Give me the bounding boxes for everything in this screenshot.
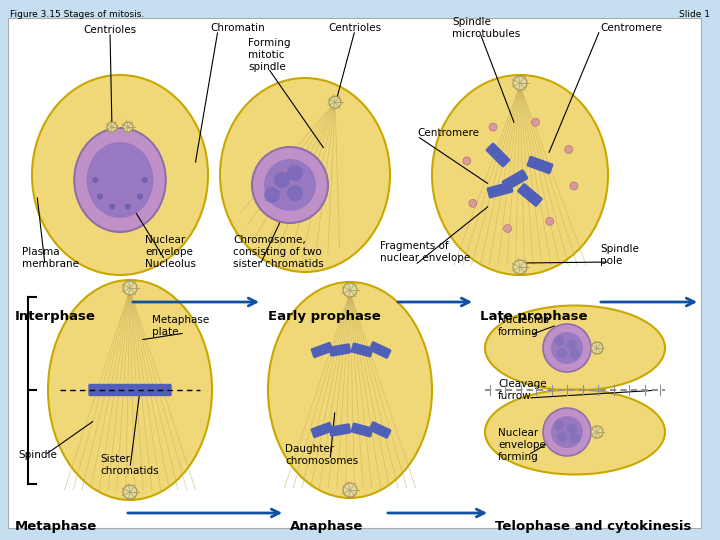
Circle shape bbox=[543, 408, 591, 456]
FancyBboxPatch shape bbox=[311, 342, 333, 357]
Circle shape bbox=[142, 177, 148, 183]
FancyBboxPatch shape bbox=[330, 344, 351, 356]
Circle shape bbox=[137, 193, 143, 199]
FancyBboxPatch shape bbox=[486, 143, 510, 167]
Circle shape bbox=[92, 177, 99, 183]
Ellipse shape bbox=[220, 78, 390, 272]
Circle shape bbox=[469, 199, 477, 207]
Text: Figure 3.15 Stages of mitosis.: Figure 3.15 Stages of mitosis. bbox=[10, 10, 144, 19]
Ellipse shape bbox=[48, 280, 212, 500]
Circle shape bbox=[513, 260, 527, 274]
Circle shape bbox=[570, 182, 578, 190]
Text: Anaphase: Anaphase bbox=[290, 520, 364, 533]
Text: Spindle
microtubules: Spindle microtubules bbox=[452, 17, 521, 39]
Circle shape bbox=[546, 217, 554, 225]
Ellipse shape bbox=[485, 306, 665, 390]
FancyBboxPatch shape bbox=[311, 423, 333, 437]
Circle shape bbox=[503, 225, 511, 233]
Circle shape bbox=[551, 416, 583, 448]
FancyBboxPatch shape bbox=[89, 384, 111, 395]
FancyBboxPatch shape bbox=[109, 384, 131, 395]
Text: Centromere: Centromere bbox=[417, 128, 479, 138]
Text: Centrioles: Centrioles bbox=[328, 23, 382, 33]
Circle shape bbox=[513, 76, 527, 90]
Circle shape bbox=[109, 204, 115, 210]
Text: Sister
chromatids: Sister chromatids bbox=[100, 454, 158, 476]
Circle shape bbox=[567, 424, 577, 434]
Circle shape bbox=[123, 281, 137, 295]
Circle shape bbox=[554, 336, 564, 346]
Text: Interphase: Interphase bbox=[15, 310, 96, 323]
Text: Fragments of
nuclear envelope: Fragments of nuclear envelope bbox=[380, 241, 470, 263]
FancyBboxPatch shape bbox=[129, 384, 151, 395]
Text: Centromere: Centromere bbox=[600, 23, 662, 33]
Circle shape bbox=[567, 340, 577, 350]
FancyBboxPatch shape bbox=[330, 424, 351, 436]
Circle shape bbox=[570, 433, 580, 443]
FancyBboxPatch shape bbox=[503, 170, 528, 190]
Circle shape bbox=[123, 485, 137, 499]
Text: Chromosome,
consisting of two
sister chromatids: Chromosome, consisting of two sister chr… bbox=[233, 235, 324, 268]
Circle shape bbox=[551, 332, 583, 364]
Circle shape bbox=[264, 159, 316, 211]
Circle shape bbox=[264, 187, 280, 203]
Ellipse shape bbox=[432, 75, 608, 275]
Circle shape bbox=[463, 157, 471, 165]
FancyBboxPatch shape bbox=[518, 184, 542, 206]
Ellipse shape bbox=[485, 389, 665, 475]
Text: Nucleolus
forming: Nucleolus forming bbox=[498, 315, 549, 337]
Text: Telophase and cytokinesis: Telophase and cytokinesis bbox=[495, 520, 691, 533]
Circle shape bbox=[274, 172, 290, 188]
Circle shape bbox=[343, 483, 357, 497]
Text: Slide 1: Slide 1 bbox=[679, 10, 710, 19]
Text: Metaphase: Metaphase bbox=[15, 520, 97, 533]
Text: Forming
mitotic
spindle: Forming mitotic spindle bbox=[248, 38, 290, 72]
FancyBboxPatch shape bbox=[8, 18, 701, 528]
Ellipse shape bbox=[86, 142, 153, 218]
Text: Early prophase: Early prophase bbox=[268, 310, 381, 323]
FancyBboxPatch shape bbox=[487, 183, 513, 198]
Circle shape bbox=[564, 145, 572, 153]
Circle shape bbox=[329, 96, 341, 108]
Circle shape bbox=[343, 283, 357, 297]
Text: Daughter
chromosomes: Daughter chromosomes bbox=[285, 444, 359, 466]
FancyBboxPatch shape bbox=[527, 157, 553, 173]
Text: Cleavage
furrow: Cleavage furrow bbox=[498, 379, 546, 401]
Text: Nuclear
envelope
Nucleolus: Nuclear envelope Nucleolus bbox=[145, 235, 196, 268]
Text: Plasma
membrane: Plasma membrane bbox=[22, 247, 79, 269]
Circle shape bbox=[287, 185, 303, 201]
Circle shape bbox=[252, 147, 328, 223]
Text: Centrioles: Centrioles bbox=[84, 25, 137, 35]
Circle shape bbox=[570, 349, 580, 359]
Text: Spindle
pole: Spindle pole bbox=[600, 244, 639, 266]
Ellipse shape bbox=[74, 128, 166, 232]
Text: Spindle: Spindle bbox=[18, 450, 57, 460]
Circle shape bbox=[591, 426, 603, 438]
Circle shape bbox=[531, 118, 539, 126]
Circle shape bbox=[287, 165, 303, 181]
FancyBboxPatch shape bbox=[351, 343, 373, 357]
Circle shape bbox=[557, 348, 567, 358]
Text: Late prophase: Late prophase bbox=[480, 310, 588, 323]
Circle shape bbox=[557, 432, 567, 442]
Circle shape bbox=[107, 122, 117, 132]
FancyBboxPatch shape bbox=[351, 423, 373, 437]
Text: Nuclear
envelope
forming: Nuclear envelope forming bbox=[498, 428, 546, 462]
Circle shape bbox=[123, 122, 133, 132]
FancyBboxPatch shape bbox=[369, 342, 391, 358]
Circle shape bbox=[591, 342, 603, 354]
Circle shape bbox=[554, 420, 564, 430]
FancyBboxPatch shape bbox=[149, 384, 171, 395]
Circle shape bbox=[97, 193, 103, 199]
Text: Metaphase
plate: Metaphase plate bbox=[152, 315, 210, 337]
Circle shape bbox=[489, 123, 497, 131]
Circle shape bbox=[125, 204, 130, 210]
Circle shape bbox=[543, 324, 591, 372]
FancyBboxPatch shape bbox=[369, 422, 391, 438]
Ellipse shape bbox=[268, 282, 432, 498]
Ellipse shape bbox=[32, 75, 208, 275]
Text: Chromatin: Chromatin bbox=[210, 23, 265, 33]
